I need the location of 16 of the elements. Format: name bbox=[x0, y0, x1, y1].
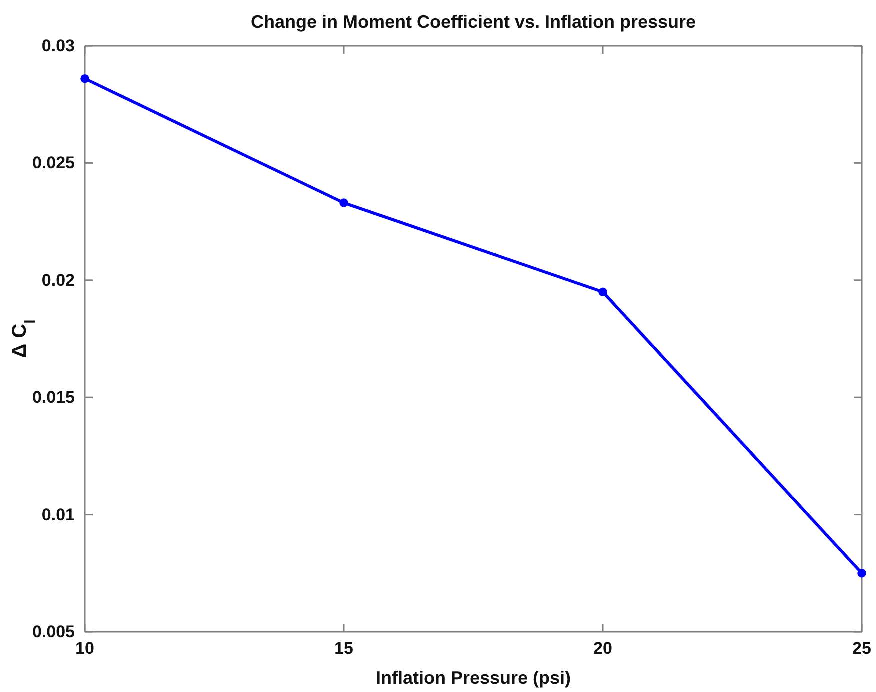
x-tick-label: 15 bbox=[334, 639, 354, 658]
x-tick-label: 25 bbox=[852, 639, 872, 658]
point bbox=[858, 569, 866, 578]
chart-title: Change in Moment Coefficient vs. Inflation pressure bbox=[250, 12, 696, 32]
point bbox=[340, 198, 348, 208]
x-tick-label: 20 bbox=[594, 639, 612, 658]
y-tick-label: 0.005 bbox=[32, 622, 75, 642]
point bbox=[80, 74, 90, 84]
x-axis-title: Inflation Pressure (psi) bbox=[376, 668, 572, 688]
y-tick-label: 0.015 bbox=[32, 388, 75, 408]
y-tick-label: 0.03 bbox=[42, 36, 75, 56]
y-tick-label: 0.025 bbox=[32, 154, 75, 173]
x-tick-label: 10 bbox=[76, 639, 94, 658]
point bbox=[598, 288, 608, 296]
y-tick-label: 0.02 bbox=[42, 270, 75, 290]
y-tick-label: 0.01 bbox=[42, 505, 75, 524]
